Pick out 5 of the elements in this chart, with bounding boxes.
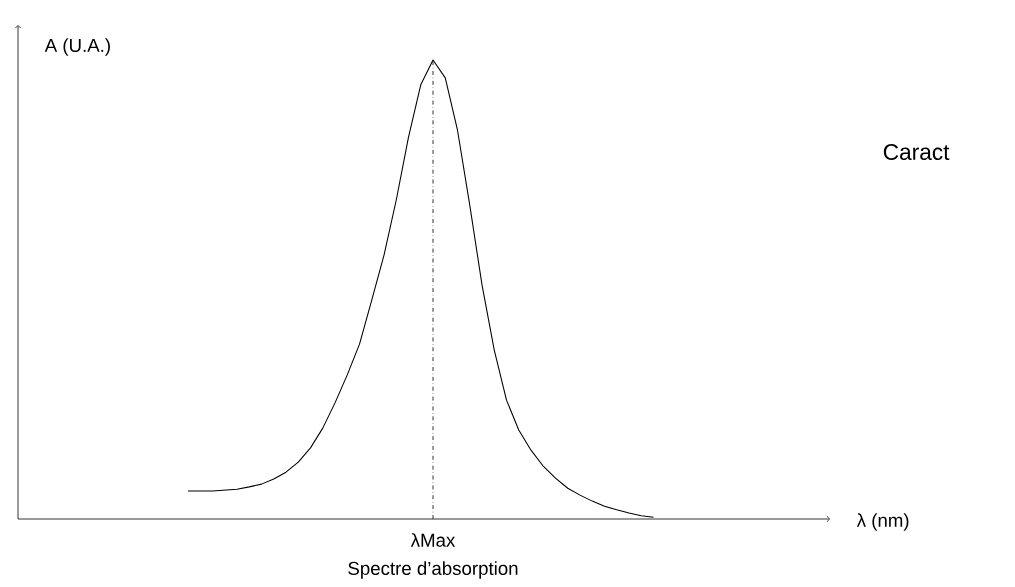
text: Spectre d’absorption — [348, 561, 518, 579]
text: Caract — [883, 143, 950, 161]
text: λ (nm) — [856, 513, 909, 531]
y-axis-title: A (U.A.) — [44, 38, 110, 56]
text: λMax — [410, 533, 456, 547]
